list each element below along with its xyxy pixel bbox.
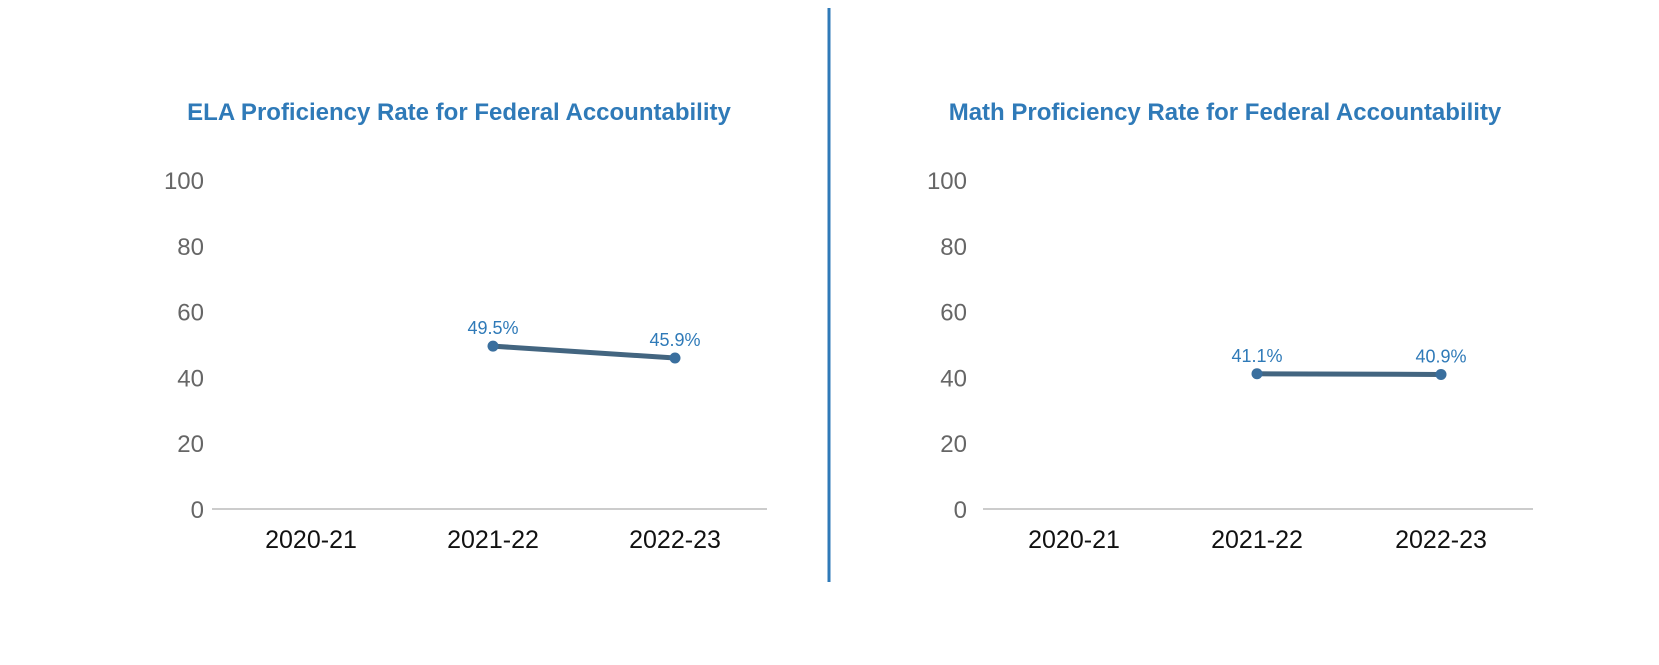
chart-title: ELA Proficiency Rate for Federal Account…	[187, 99, 731, 126]
y-tick-label: 60	[940, 300, 967, 327]
x-tick-label: 2022-23	[629, 526, 721, 554]
x-tick-label: 2022-23	[1395, 526, 1487, 554]
y-tick-label: 60	[177, 300, 204, 327]
y-tick-label: 100	[164, 168, 204, 195]
data-point	[669, 352, 681, 364]
y-tick-label: 100	[927, 168, 967, 195]
data-label: 49.5%	[467, 318, 518, 338]
math-proficiency-chart: Math Proficiency Rate for Federal Accoun…	[927, 99, 1533, 554]
data-point	[1251, 368, 1263, 380]
chart-title: Math Proficiency Rate for Federal Accoun…	[949, 99, 1502, 126]
y-tick-label: 40	[940, 365, 967, 392]
x-tick-label: 2021-22	[1211, 526, 1303, 554]
ela-proficiency-chart: ELA Proficiency Rate for Federal Account…	[164, 99, 767, 554]
y-tick-label: 80	[177, 234, 204, 261]
y-tick-label: 0	[191, 497, 204, 524]
data-label: 45.9%	[649, 330, 700, 350]
x-tick-label: 2021-22	[447, 526, 539, 554]
x-tick-label: 2020-21	[1028, 526, 1120, 554]
data-label: 40.9%	[1415, 346, 1466, 366]
data-point	[487, 340, 499, 352]
y-tick-label: 80	[940, 234, 967, 261]
data-label: 41.1%	[1231, 346, 1282, 366]
x-tick-label: 2020-21	[265, 526, 357, 554]
data-point	[1435, 368, 1447, 380]
series-line	[490, 343, 678, 361]
series-line	[1254, 371, 1444, 377]
y-tick-label: 0	[954, 497, 967, 524]
y-tick-label: 20	[177, 431, 204, 458]
y-tick-label: 20	[940, 431, 967, 458]
y-tick-label: 40	[177, 365, 204, 392]
